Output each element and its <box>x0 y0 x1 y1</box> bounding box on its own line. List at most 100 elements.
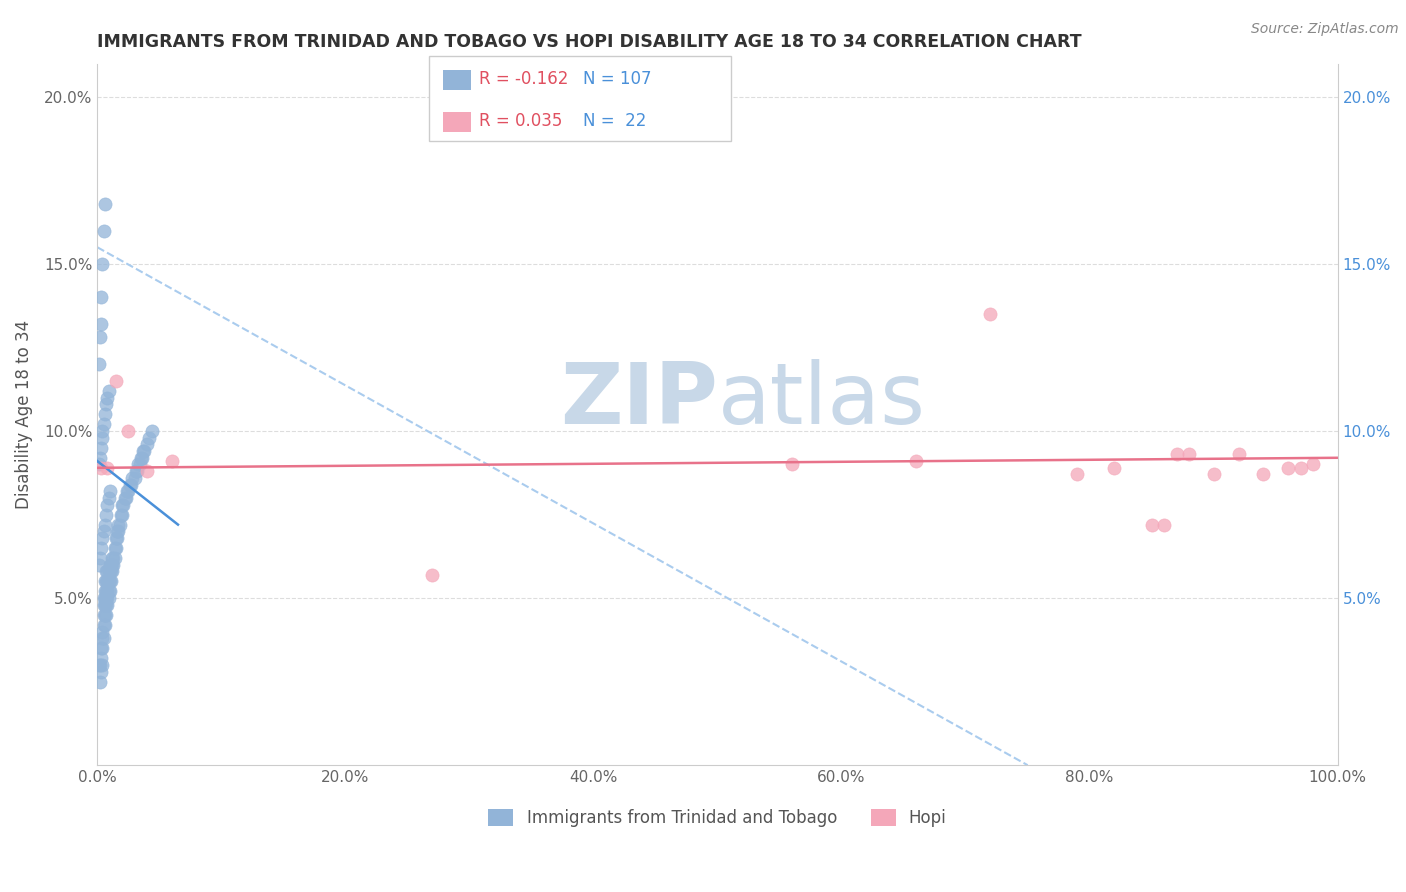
Point <box>96 460 118 475</box>
Point <box>87 657 110 672</box>
Text: R = -0.162: R = -0.162 <box>479 70 569 88</box>
Point <box>90 651 112 665</box>
Text: R = 0.035: R = 0.035 <box>479 112 562 130</box>
Y-axis label: Disability Age 18 to 34: Disability Age 18 to 34 <box>15 319 32 509</box>
Point <box>94 598 117 612</box>
Point <box>97 384 120 398</box>
Point <box>108 517 131 532</box>
Point <box>979 307 1001 321</box>
Point <box>104 531 127 545</box>
Point <box>91 631 114 645</box>
Point <box>98 574 121 589</box>
Point <box>94 607 117 622</box>
Point <box>138 431 160 445</box>
Point <box>90 317 112 331</box>
Point <box>91 424 114 438</box>
Point <box>1140 517 1163 532</box>
Point <box>111 498 134 512</box>
Point <box>124 471 146 485</box>
Point <box>94 591 117 606</box>
Point <box>90 541 112 555</box>
Text: Source: ZipAtlas.com: Source: ZipAtlas.com <box>1251 22 1399 37</box>
Legend: Immigrants from Trinidad and Tobago, Hopi: Immigrants from Trinidad and Tobago, Hop… <box>482 803 953 834</box>
Point <box>111 508 134 522</box>
Point <box>1253 467 1275 482</box>
Point <box>96 565 118 579</box>
Point <box>1277 460 1299 475</box>
Point <box>100 574 122 589</box>
Point <box>90 460 112 475</box>
Point <box>93 598 115 612</box>
Point <box>1153 517 1175 532</box>
Point <box>93 631 115 645</box>
Point <box>91 257 114 271</box>
Point <box>103 558 125 572</box>
Point <box>94 408 117 422</box>
Text: atlas: atlas <box>717 359 925 442</box>
Point <box>94 397 117 411</box>
Point <box>905 454 928 468</box>
Point <box>1289 460 1312 475</box>
Point <box>93 607 115 622</box>
Point <box>89 674 111 689</box>
Point <box>96 498 118 512</box>
Point <box>128 458 150 472</box>
Point <box>98 558 121 572</box>
Point <box>132 444 155 458</box>
Point <box>101 558 124 572</box>
Point <box>1104 460 1126 475</box>
Point <box>129 450 152 465</box>
Point <box>118 477 141 491</box>
Point <box>90 441 112 455</box>
Point <box>94 598 117 612</box>
Point <box>97 574 120 589</box>
Point <box>104 541 127 555</box>
Point <box>1166 447 1188 461</box>
Point <box>93 618 115 632</box>
Point <box>160 454 183 468</box>
Point <box>94 197 117 211</box>
Point <box>114 491 136 505</box>
Point <box>141 424 163 438</box>
Point <box>91 531 114 545</box>
Point <box>94 517 117 532</box>
Point <box>98 484 121 499</box>
Point <box>90 641 112 656</box>
Point <box>420 567 443 582</box>
Point <box>93 524 115 539</box>
Point <box>97 491 120 505</box>
Point <box>112 498 135 512</box>
Point <box>93 591 115 606</box>
Point <box>94 584 117 599</box>
Point <box>1178 447 1201 461</box>
Point <box>780 458 803 472</box>
Point <box>117 484 139 499</box>
Point <box>93 223 115 237</box>
Point <box>136 464 159 478</box>
Point <box>97 565 120 579</box>
Point <box>87 558 110 572</box>
Point <box>91 624 114 639</box>
Text: N = 107: N = 107 <box>583 70 652 88</box>
Point <box>103 551 125 566</box>
Point <box>91 431 114 445</box>
Point <box>117 424 139 438</box>
Point <box>131 450 153 465</box>
Point <box>89 551 111 566</box>
Text: ZIP: ZIP <box>560 359 717 442</box>
Point <box>94 508 117 522</box>
Point <box>101 565 124 579</box>
Point <box>105 524 128 539</box>
Point <box>121 471 143 485</box>
Point <box>134 444 156 458</box>
Point <box>89 657 111 672</box>
Point <box>97 591 120 606</box>
Point <box>110 508 132 522</box>
Point <box>97 584 120 599</box>
Point <box>127 458 149 472</box>
Point <box>93 417 115 432</box>
Point <box>105 531 128 545</box>
Point <box>1302 458 1324 472</box>
Point <box>1202 467 1225 482</box>
Point <box>91 657 114 672</box>
